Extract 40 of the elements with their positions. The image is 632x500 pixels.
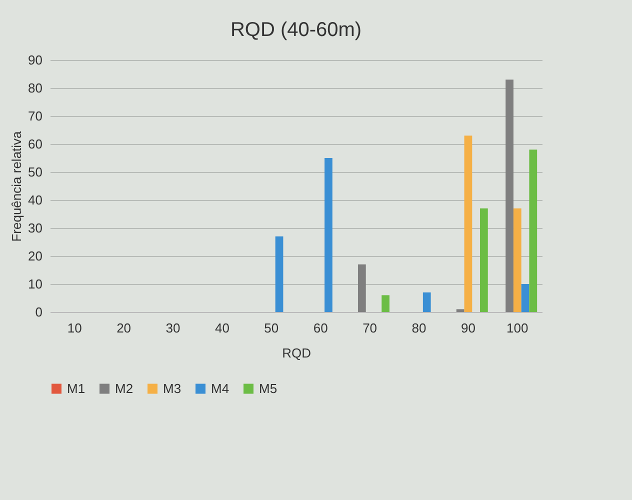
x-tick-label: 60: [313, 320, 328, 336]
y-tick-label: 90: [28, 52, 42, 68]
bar: [506, 80, 514, 312]
x-tick-label: 50: [264, 320, 279, 336]
bar: [358, 264, 366, 312]
bar: [521, 284, 530, 312]
x-tick-label: 80: [412, 320, 426, 336]
y-tick-label: 60: [28, 136, 42, 152]
x-tick-label: 30: [166, 320, 180, 336]
x-tick-label: 40: [214, 320, 230, 336]
y-tick-label: 40: [28, 192, 42, 208]
legend-label: M1: [67, 380, 86, 396]
y-tick-label: 70: [28, 108, 42, 124]
bar: [382, 295, 390, 312]
bar: [275, 236, 284, 312]
chart-title: RQD (40-60m): [230, 19, 362, 41]
legend-label: M5: [259, 380, 278, 396]
bar: [324, 158, 332, 312]
bar: [464, 136, 472, 312]
bar: [456, 309, 464, 312]
bar: [529, 150, 538, 312]
y-tick-label: 50: [28, 164, 42, 180]
legend-label: M2: [115, 380, 134, 396]
y-tick-label: 0: [35, 304, 42, 320]
y-tick-label: 20: [28, 248, 42, 264]
x-tick-label: 100: [506, 320, 528, 336]
legend-label: M3: [163, 380, 182, 396]
y-tick-label: 30: [28, 220, 42, 236]
x-axis-title: RQD: [282, 346, 311, 360]
x-tick-label: 90: [460, 320, 476, 336]
y-axis-title: Frequência relativa: [9, 130, 24, 242]
x-tick-label: 20: [116, 320, 132, 336]
y-tick-label: 10: [28, 276, 42, 292]
bar: [480, 208, 488, 312]
legend-label: M4: [211, 380, 230, 396]
y-tick-label: 80: [28, 80, 42, 96]
bar: [422, 292, 431, 312]
x-tick-label: 70: [362, 320, 378, 336]
bar: [513, 208, 522, 312]
x-tick-label: 10: [67, 320, 82, 336]
